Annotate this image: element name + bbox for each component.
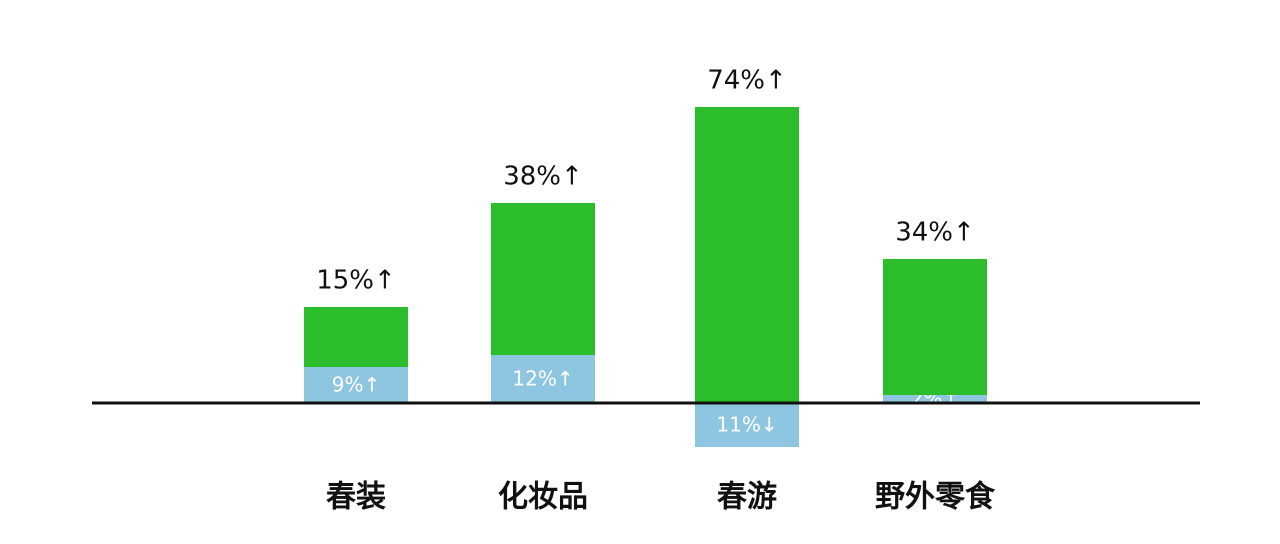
value-label: 38%↑: [503, 162, 583, 192]
bar-segment: [695, 403, 799, 447]
bar-segment: [491, 355, 595, 403]
value-label: 9%↑: [332, 373, 381, 397]
category-label: 野外零食: [875, 480, 996, 515]
category-label: 化妆品: [498, 480, 588, 515]
bar-segment: [695, 107, 799, 403]
category-label: 春游: [717, 480, 777, 515]
value-label: 34%↑: [895, 218, 975, 248]
value-label: 15%↑: [316, 266, 396, 296]
bar-segment: [304, 307, 408, 367]
value-label: 12%↑: [512, 367, 573, 391]
value-label: 74%↑: [707, 66, 787, 96]
bar-segment: [883, 259, 987, 395]
value-label: 11%↓: [716, 413, 777, 437]
category-label: 春装: [326, 480, 386, 515]
bar-segment: [304, 367, 408, 403]
bar-segment: [491, 203, 595, 355]
bar-segment: [883, 395, 987, 403]
